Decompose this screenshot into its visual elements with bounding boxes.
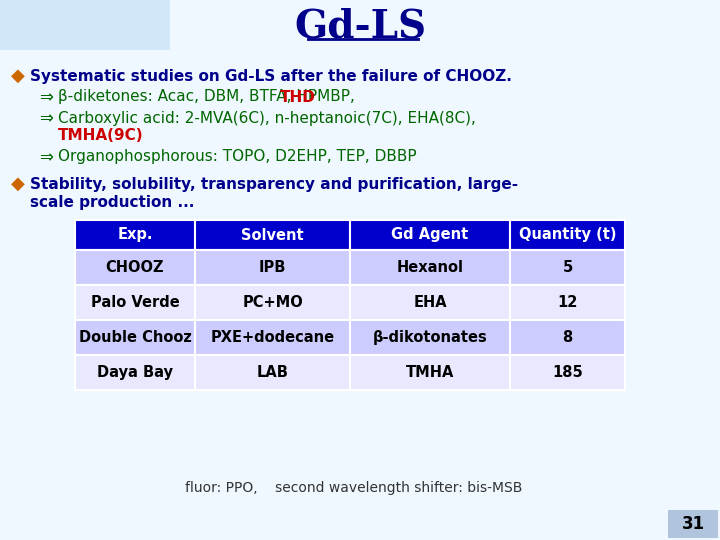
FancyBboxPatch shape: [668, 510, 718, 538]
FancyBboxPatch shape: [75, 220, 195, 250]
FancyBboxPatch shape: [75, 250, 195, 285]
FancyBboxPatch shape: [195, 355, 350, 390]
Text: THD: THD: [280, 90, 316, 105]
Text: Systematic studies on Gd-LS after the failure of CHOOZ.: Systematic studies on Gd-LS after the fa…: [30, 69, 512, 84]
FancyBboxPatch shape: [0, 0, 170, 50]
Text: Carboxylic acid: 2-MVA(6C), n-heptanoic(7C), EHA(8C),: Carboxylic acid: 2-MVA(6C), n-heptanoic(…: [58, 111, 476, 125]
Text: Gd Agent: Gd Agent: [392, 227, 469, 242]
FancyBboxPatch shape: [510, 220, 625, 250]
FancyBboxPatch shape: [75, 355, 195, 390]
Text: Gd-LS: Gd-LS: [294, 8, 426, 46]
Text: 12: 12: [557, 295, 577, 310]
Text: ◆: ◆: [11, 67, 25, 85]
FancyBboxPatch shape: [510, 285, 625, 320]
FancyBboxPatch shape: [510, 250, 625, 285]
Text: Solvent: Solvent: [241, 227, 304, 242]
FancyBboxPatch shape: [350, 250, 510, 285]
Text: 31: 31: [681, 515, 705, 533]
Text: ⇒: ⇒: [39, 109, 53, 127]
Text: PXE+dodecane: PXE+dodecane: [210, 330, 335, 345]
Text: 185: 185: [552, 365, 583, 380]
Text: Exp.: Exp.: [117, 227, 153, 242]
FancyBboxPatch shape: [350, 285, 510, 320]
Text: TMHA: TMHA: [406, 365, 454, 380]
Text: 5: 5: [562, 260, 572, 275]
FancyBboxPatch shape: [350, 320, 510, 355]
Text: Stability, solubility, transparency and purification, large-: Stability, solubility, transparency and …: [30, 177, 518, 192]
FancyBboxPatch shape: [195, 250, 350, 285]
FancyBboxPatch shape: [510, 320, 625, 355]
FancyBboxPatch shape: [195, 220, 350, 250]
Text: IPB: IPB: [258, 260, 286, 275]
Text: fluor: PPO,    second wavelength shifter: bis-MSB: fluor: PPO, second wavelength shifter: b…: [185, 481, 523, 495]
Text: ⇒: ⇒: [39, 148, 53, 166]
Text: LAB: LAB: [256, 365, 289, 380]
Text: Hexanol: Hexanol: [397, 260, 464, 275]
FancyBboxPatch shape: [75, 320, 195, 355]
Text: ⇒: ⇒: [39, 88, 53, 106]
Text: 8: 8: [562, 330, 572, 345]
FancyBboxPatch shape: [195, 285, 350, 320]
FancyBboxPatch shape: [195, 320, 350, 355]
Text: Double Chooz: Double Chooz: [78, 330, 192, 345]
Text: ◆: ◆: [11, 175, 25, 193]
Text: Palo Verde: Palo Verde: [91, 295, 179, 310]
Text: β-dikotonates: β-dikotonates: [373, 330, 487, 345]
FancyBboxPatch shape: [510, 355, 625, 390]
FancyBboxPatch shape: [350, 220, 510, 250]
Text: EHA: EHA: [413, 295, 447, 310]
Text: CHOOZ: CHOOZ: [106, 260, 164, 275]
Text: Quantity (t): Quantity (t): [518, 227, 616, 242]
Text: Daya Bay: Daya Bay: [97, 365, 173, 380]
Text: β-diketones: Acac, DBM, BTFA, HPMBP,: β-diketones: Acac, DBM, BTFA, HPMBP,: [58, 90, 360, 105]
Text: TMHA(9C): TMHA(9C): [58, 129, 143, 144]
Text: Organophosphorous: TOPO, D2EHP, TEP, DBBP: Organophosphorous: TOPO, D2EHP, TEP, DBB…: [58, 150, 417, 165]
FancyBboxPatch shape: [75, 285, 195, 320]
Text: scale production ...: scale production ...: [30, 194, 194, 210]
Text: PC+MO: PC+MO: [242, 295, 303, 310]
FancyBboxPatch shape: [350, 355, 510, 390]
